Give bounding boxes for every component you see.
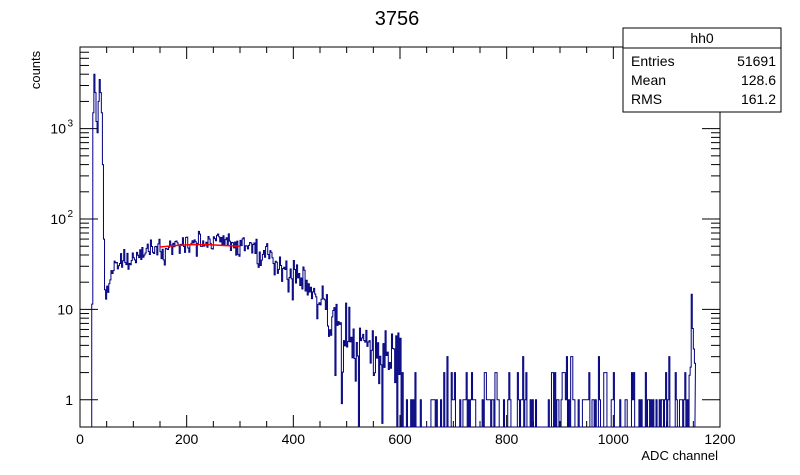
stats-box: hh0 Entries 51691 Mean 128.6 RMS 161.2 — [622, 27, 782, 113]
stats-entries-label: Entries — [631, 53, 675, 69]
x-tick-label: 800 — [495, 431, 519, 447]
x-tick-label: 600 — [388, 431, 412, 447]
y-tick-label: 10 — [57, 301, 73, 317]
x-axis-ticks: 0 200 400 600 800 1000 1200 — [76, 47, 736, 447]
x-tick-label: 400 — [282, 431, 306, 447]
fit-curve — [159, 243, 241, 248]
x-tick-label: 1000 — [598, 431, 629, 447]
y-tick-label: 1 — [65, 392, 73, 408]
y-tick-label: 10 — [50, 211, 66, 227]
stats-mean-label: Mean — [631, 72, 666, 88]
x-axis-label: ADC channel — [641, 448, 718, 463]
x-tick-label: 200 — [175, 431, 199, 447]
stats-box-title: hh0 — [690, 30, 714, 46]
fit-layer — [159, 243, 241, 248]
stats-entries-value: 51691 — [737, 53, 776, 69]
y-tick-label: 10 — [50, 121, 66, 137]
y-tick-exponent: 2 — [67, 209, 73, 220]
x-tick-label: 0 — [76, 431, 84, 447]
y-tick-exponent: 3 — [67, 119, 73, 130]
x-tick-label: 1200 — [704, 431, 735, 447]
stats-rms-value: 161.2 — [741, 91, 776, 107]
stats-mean-value: 128.6 — [741, 72, 776, 88]
stats-rms-label: RMS — [631, 91, 662, 107]
y-axis-label: counts — [28, 50, 43, 89]
chart-title: 3756 — [375, 8, 420, 30]
